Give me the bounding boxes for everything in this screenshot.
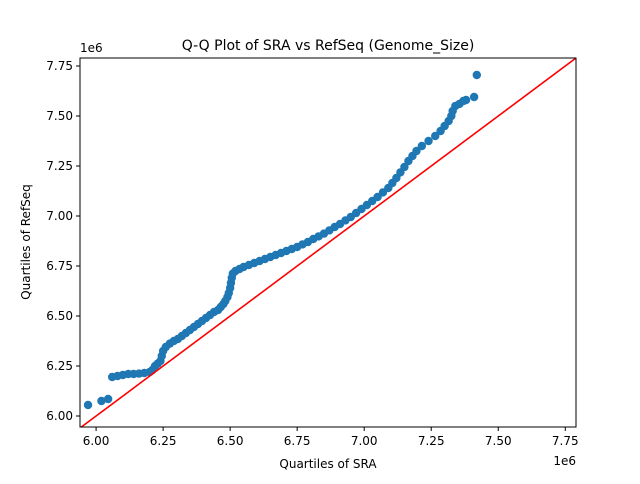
- scatter-point: [431, 131, 440, 141]
- chart-title: Q-Q Plot of SRA vs RefSeq (Genome_Size): [182, 38, 475, 54]
- y-tick-label: 6.50: [46, 309, 73, 323]
- y-tick-label: 7.25: [46, 159, 73, 173]
- x-tick-label: 6.00: [83, 434, 110, 448]
- y-tick-label: 7.00: [46, 209, 73, 223]
- x-tick-label: 7.75: [552, 434, 579, 448]
- y-offset-label: 1e6: [80, 41, 103, 55]
- x-offset-label: 1e6: [553, 454, 576, 468]
- x-axis-label: Quartiles of SRA: [279, 457, 377, 471]
- plot-area: 6.00 6.25 6.50 6.75 7.00 7.25 7.50 7.75 6.00 6.25…: [46, 57, 579, 448]
- scatter-point: [412, 146, 421, 156]
- scatter-point: [83, 400, 93, 410]
- x-tick-label: 7.25: [418, 434, 445, 448]
- scatter-point: [461, 95, 471, 105]
- scatter-point: [103, 394, 113, 404]
- scatter-point: [417, 141, 427, 151]
- scatter-point: [469, 92, 479, 102]
- y-tick-label: 7.50: [46, 109, 73, 123]
- x-tick-label: 7.00: [351, 434, 378, 448]
- x-tick-label: 6.75: [284, 434, 311, 448]
- x-tick-label: 7.50: [485, 434, 512, 448]
- scatter-point: [400, 162, 409, 172]
- y-tick-label: 6.75: [46, 259, 73, 273]
- scatter-point: [424, 136, 433, 146]
- y-axis-label: Quartiles of RefSeq: [19, 184, 33, 300]
- y-tick-label: 6.25: [46, 359, 73, 373]
- scatter-point: [97, 396, 106, 406]
- y-tick-label: 7.75: [46, 59, 73, 73]
- scatter-point: [472, 70, 481, 80]
- x-tick-label: 6.50: [217, 434, 244, 448]
- reference-line: [80, 58, 576, 427]
- y-tick-label: 6.00: [46, 409, 73, 423]
- x-tick-label: 6.25: [150, 434, 177, 448]
- axes-frame: [79, 57, 577, 428]
